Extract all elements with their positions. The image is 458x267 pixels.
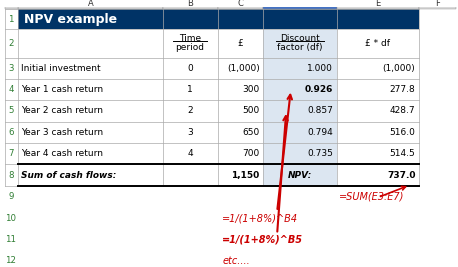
Text: 10: 10 [5,214,16,223]
Text: 737.0: 737.0 [387,171,415,180]
Bar [419,0,456,9]
Text: Year 1 cash return: Year 1 cash return [21,85,103,94]
Text: period: period [175,43,205,52]
Text: (1,000): (1,000) [227,64,260,73]
Text: 0.926: 0.926 [305,85,333,94]
Text: etc....: etc.... [222,256,250,266]
Bar [18,0,163,9]
Text: 700: 700 [242,149,260,158]
Text: 650: 650 [242,128,260,137]
Text: 2: 2 [8,39,14,48]
Text: 7: 7 [8,149,14,158]
Text: A: A [87,0,93,9]
Text: Time: Time [179,34,201,43]
Text: (1,000): (1,000) [382,64,415,73]
Text: =SUM(E3:E7): =SUM(E3:E7) [339,192,404,202]
Text: Sum of cash flows:: Sum of cash flows: [21,171,116,180]
Bar [5,0,18,9]
Text: 516.0: 516.0 [390,128,415,137]
Text: 1,150: 1,150 [231,171,260,180]
Text: 12: 12 [5,256,16,265]
Bar [263,0,337,9]
Text: 4: 4 [187,149,193,158]
Text: 0.857: 0.857 [307,107,333,116]
Text: E: E [375,0,381,9]
Bar [163,0,218,9]
Bar [263,29,337,186]
Text: 500: 500 [242,107,260,116]
Text: F: F [435,0,440,9]
Text: 0.794: 0.794 [307,128,333,137]
Text: 6: 6 [8,128,14,137]
Text: 2: 2 [187,107,193,116]
Text: Discount: Discount [280,34,320,43]
Text: 1: 1 [8,15,14,24]
Text: 5: 5 [8,107,14,116]
Text: 428.7: 428.7 [390,107,415,116]
Text: 1.000: 1.000 [307,64,333,73]
Text: 3: 3 [8,64,14,73]
Text: 4: 4 [8,85,14,94]
Text: factor (df): factor (df) [277,43,323,52]
Text: 1: 1 [187,85,193,94]
Bar [18,9,419,29]
Bar [218,0,263,9]
Bar [5,9,419,186]
Text: 8: 8 [8,171,14,180]
Text: 514.5: 514.5 [390,149,415,158]
Text: Initial investment: Initial investment [21,64,101,73]
Text: £: £ [238,39,243,48]
Text: B: B [187,0,193,9]
Text: 9: 9 [8,193,14,202]
Text: 11: 11 [5,235,16,244]
Text: =1/(1+8%)^B5: =1/(1+8%)^B5 [222,235,303,245]
Text: D: D [297,0,303,9]
Text: NPV example: NPV example [24,13,117,26]
Text: Year 3 cash return: Year 3 cash return [21,128,103,137]
Text: Year 4 cash return: Year 4 cash return [21,149,103,158]
Text: 0: 0 [187,64,193,73]
Bar [337,0,419,9]
Text: £ * df: £ * df [365,39,390,48]
Text: C: C [238,0,243,9]
Text: 0.735: 0.735 [307,149,333,158]
Text: Year 2 cash return: Year 2 cash return [21,107,103,116]
Text: 277.8: 277.8 [390,85,415,94]
Text: =1/(1+8%)^B4: =1/(1+8%)^B4 [222,213,298,223]
Text: 300: 300 [242,85,260,94]
Text: NPV:: NPV: [288,171,312,180]
Text: 3: 3 [187,128,193,137]
